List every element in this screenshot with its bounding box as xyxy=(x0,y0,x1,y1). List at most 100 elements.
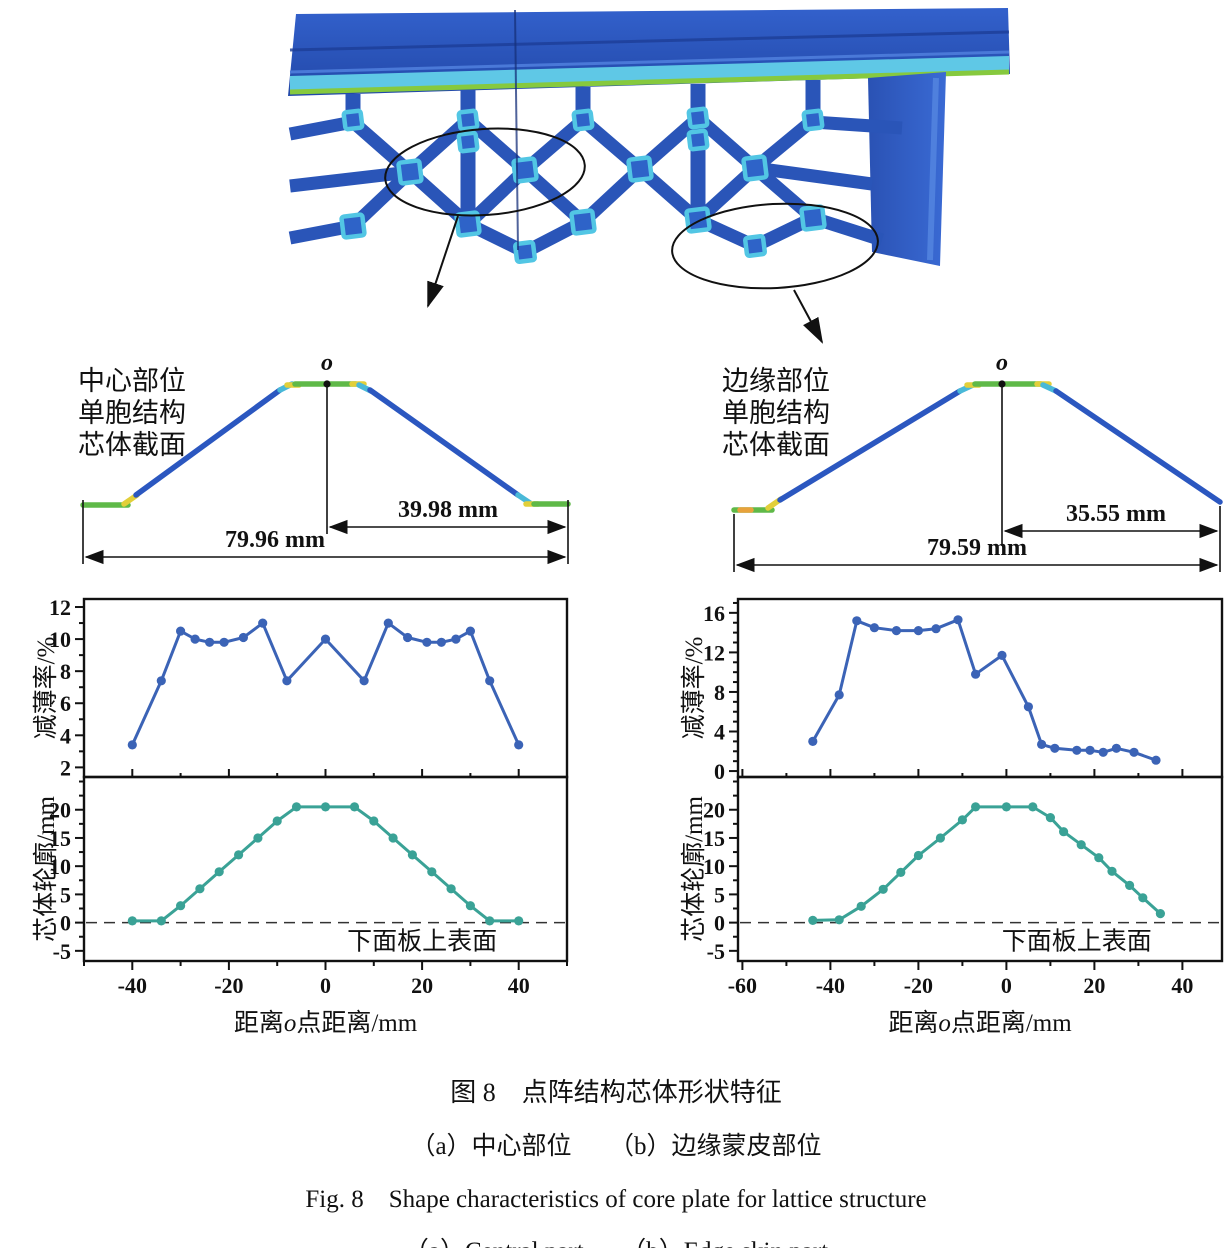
origin-label: o xyxy=(321,350,333,376)
fea-cyan-stripe xyxy=(290,56,1009,90)
data-point-marker xyxy=(935,833,945,843)
data-point-marker xyxy=(1155,909,1165,919)
fea-green-stripe xyxy=(289,69,1010,95)
data-point-marker xyxy=(957,815,967,825)
y-tick-label: 8 xyxy=(714,680,725,705)
data-point-marker xyxy=(896,867,906,877)
data-point-marker xyxy=(359,676,369,686)
data-point-marker xyxy=(485,916,495,926)
y-tick-label: 10 xyxy=(49,854,71,879)
data-point-marker xyxy=(388,833,398,843)
x-tick-label: 40 xyxy=(1171,973,1193,998)
data-point-marker xyxy=(403,632,413,643)
chart-panel-edge_core_profile: -5 0 5 10 15 20 -60 -40 -20 0 20 40 芯体轮廓/mm 下面板上表面距离o… xyxy=(680,775,1224,1037)
y-tick-label: 10 xyxy=(49,627,71,652)
data-point-marker xyxy=(1111,743,1121,753)
y-tick-label: 8 xyxy=(60,659,71,684)
y-tick-label: 2 xyxy=(60,755,71,780)
data-point-marker xyxy=(808,915,818,925)
y-tick-label: 5 xyxy=(714,882,725,907)
data-point-marker xyxy=(852,616,862,626)
section-label-line: 芯体截面 xyxy=(722,430,830,460)
y-tick-label: 12 xyxy=(703,640,725,665)
data-point-marker xyxy=(349,802,360,812)
plot-frame xyxy=(736,775,1224,963)
x-tick-label: 40 xyxy=(508,973,530,998)
data-point-marker xyxy=(931,624,941,634)
y-tick-label: 10 xyxy=(703,854,725,879)
x-tick-label: 20 xyxy=(411,973,433,998)
x-tick-label: -20 xyxy=(214,973,243,998)
data-point-marker xyxy=(238,632,248,643)
data-point-marker xyxy=(971,669,981,679)
data-point-marker xyxy=(176,901,186,911)
caption-title-en: Fig. 8 Shape characteristics of core pla… xyxy=(305,1186,927,1213)
fea-light-edge xyxy=(289,50,1010,74)
callout-arrow-left xyxy=(427,215,459,309)
y-tick-label: 4 xyxy=(60,723,71,748)
y-axis-title: 减薄率/% xyxy=(32,637,60,740)
section-label-central: 中心部位 单胞结构 芯体截面 xyxy=(78,366,186,460)
data-point-marker xyxy=(451,634,461,644)
fea-corner-flange xyxy=(868,72,946,266)
section-label-line: 中心部位 xyxy=(78,366,186,396)
x-tick-label: 0 xyxy=(1001,973,1012,998)
series-line xyxy=(132,805,519,923)
data-point-marker xyxy=(1076,840,1086,850)
data-point-marker xyxy=(1028,802,1038,812)
data-point-marker xyxy=(1001,802,1011,812)
y-tick-label: 6 xyxy=(60,691,71,716)
cross-section-edge: 边缘部位 单胞结构 芯体截面 o 35.55 mm 79.59 mm xyxy=(722,350,1223,573)
data-point-marker xyxy=(369,816,379,826)
x-tick-label: -60 xyxy=(728,973,757,998)
y-tick-label: 15 xyxy=(49,826,71,851)
y-tick-label: 12 xyxy=(49,595,71,620)
x-tick-label: -20 xyxy=(904,973,933,998)
data-point-marker xyxy=(514,916,524,926)
data-point-marker xyxy=(407,850,417,860)
data-point-marker xyxy=(1138,893,1148,903)
data-point-marker xyxy=(1059,827,1069,837)
section-label-line: 边缘部位 xyxy=(722,366,830,396)
y-tick-label: 4 xyxy=(714,720,725,745)
dimension-value-full: 79.96 mm xyxy=(225,527,325,553)
fea-flange-highlight xyxy=(927,77,939,261)
data-point-marker xyxy=(1045,813,1055,823)
section-label-line: 单胞结构 xyxy=(78,398,186,428)
data-point-marker xyxy=(465,626,475,636)
figure-caption: 图 8 点阵结构芯体形状特征 （a）中心部位 （b）边缘蒙皮部位 Fig. 8 … xyxy=(0,1072,1232,1248)
origin-point xyxy=(323,380,331,388)
y-tick-label: 0 xyxy=(60,911,71,936)
data-point-marker xyxy=(422,637,432,647)
data-point-marker xyxy=(834,915,844,925)
y-tick-label: 20 xyxy=(49,798,71,823)
data-point-marker xyxy=(1098,747,1108,757)
series-line xyxy=(812,805,1162,922)
data-point-marker xyxy=(1037,739,1047,749)
series-line xyxy=(811,618,1157,762)
y-axis-title: 芯体轮廓/mm xyxy=(32,796,60,942)
data-point-marker xyxy=(190,634,200,644)
data-point-marker xyxy=(465,901,475,911)
data-point-marker xyxy=(156,676,166,686)
x-tick-label: -40 xyxy=(118,973,147,998)
data-point-marker xyxy=(856,901,866,911)
origin-label: o xyxy=(996,350,1008,376)
y-axis-title: 减薄率/% xyxy=(680,637,708,740)
origin-point xyxy=(998,380,1006,388)
data-point-marker xyxy=(383,618,393,628)
data-point-marker xyxy=(195,884,205,894)
data-point-marker xyxy=(272,816,282,826)
data-point-marker xyxy=(320,802,331,812)
plot-frame xyxy=(736,597,1224,779)
data-point-marker xyxy=(127,740,137,750)
data-point-marker xyxy=(253,833,263,843)
caption-subtitle-zh: （a）中心部位 （b）边缘蒙皮部位 xyxy=(410,1133,822,1160)
chart-pair-central: 2 4 6 8 10 12 减薄率/% -5 0 5 10 15 20 -40 -20 0 20 40 芯体轮廓/m… xyxy=(32,595,569,1037)
zero-line-annotation: 下面板上表面 xyxy=(347,928,497,956)
data-point-marker xyxy=(176,626,186,636)
data-point-marker xyxy=(219,637,229,647)
chart-panel-edge_thinning_rate: 0 4 8 12 16 减薄率/% xyxy=(680,597,1224,784)
y-tick-label: 0 xyxy=(714,759,725,784)
